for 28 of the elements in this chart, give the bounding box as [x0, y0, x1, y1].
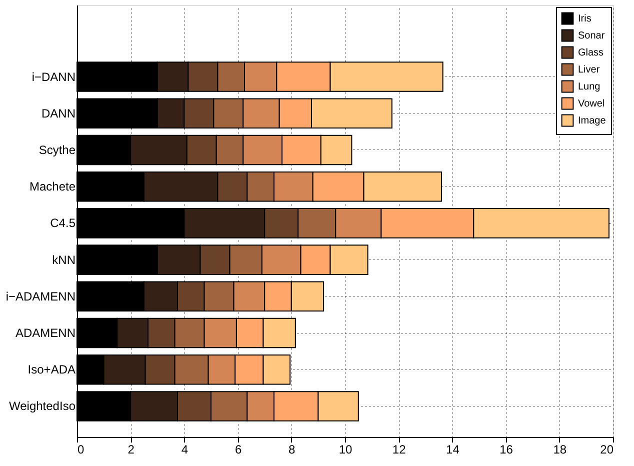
y-tick-label: ADAMENN	[15, 326, 76, 340]
x-tick-label: 0	[78, 442, 84, 456]
legend-label: Glass	[578, 48, 604, 58]
legend-label: Image	[578, 116, 606, 126]
x-tick-label: 12	[392, 442, 406, 456]
legend-label: Liver	[578, 64, 600, 76]
x-tick-label: 6	[234, 442, 242, 456]
legend-label: Iris	[578, 14, 592, 24]
y-tick-label: Iso+ADA	[28, 362, 76, 377]
legend-label: Vowel	[578, 98, 605, 110]
x-tick-label: 18	[553, 442, 567, 456]
y-tick-label: kNN	[52, 252, 76, 267]
y-tick-label: DANN	[41, 106, 76, 120]
x-tick-label: 8	[288, 442, 296, 456]
y-tick-label: i−ADAMENN	[6, 289, 76, 304]
legend-label: Sonar	[578, 30, 606, 42]
x-tick-label: 10	[338, 442, 352, 456]
x-tick-label: 4	[181, 442, 188, 456]
y-tick-label: i−DANN	[32, 70, 76, 84]
y-tick-label: Machete	[29, 180, 76, 194]
y-tick-label: Scythe	[38, 142, 76, 157]
y-tick-label: WeightedIso	[9, 399, 76, 414]
legend-label: Lung	[578, 82, 600, 92]
x-tick-label: 14	[446, 442, 460, 456]
x-tick-label: 2	[128, 442, 135, 456]
y-tick-label: C4.5	[50, 216, 76, 230]
x-tick-label: 16	[500, 442, 514, 456]
x-tick-label: 20	[600, 442, 614, 456]
